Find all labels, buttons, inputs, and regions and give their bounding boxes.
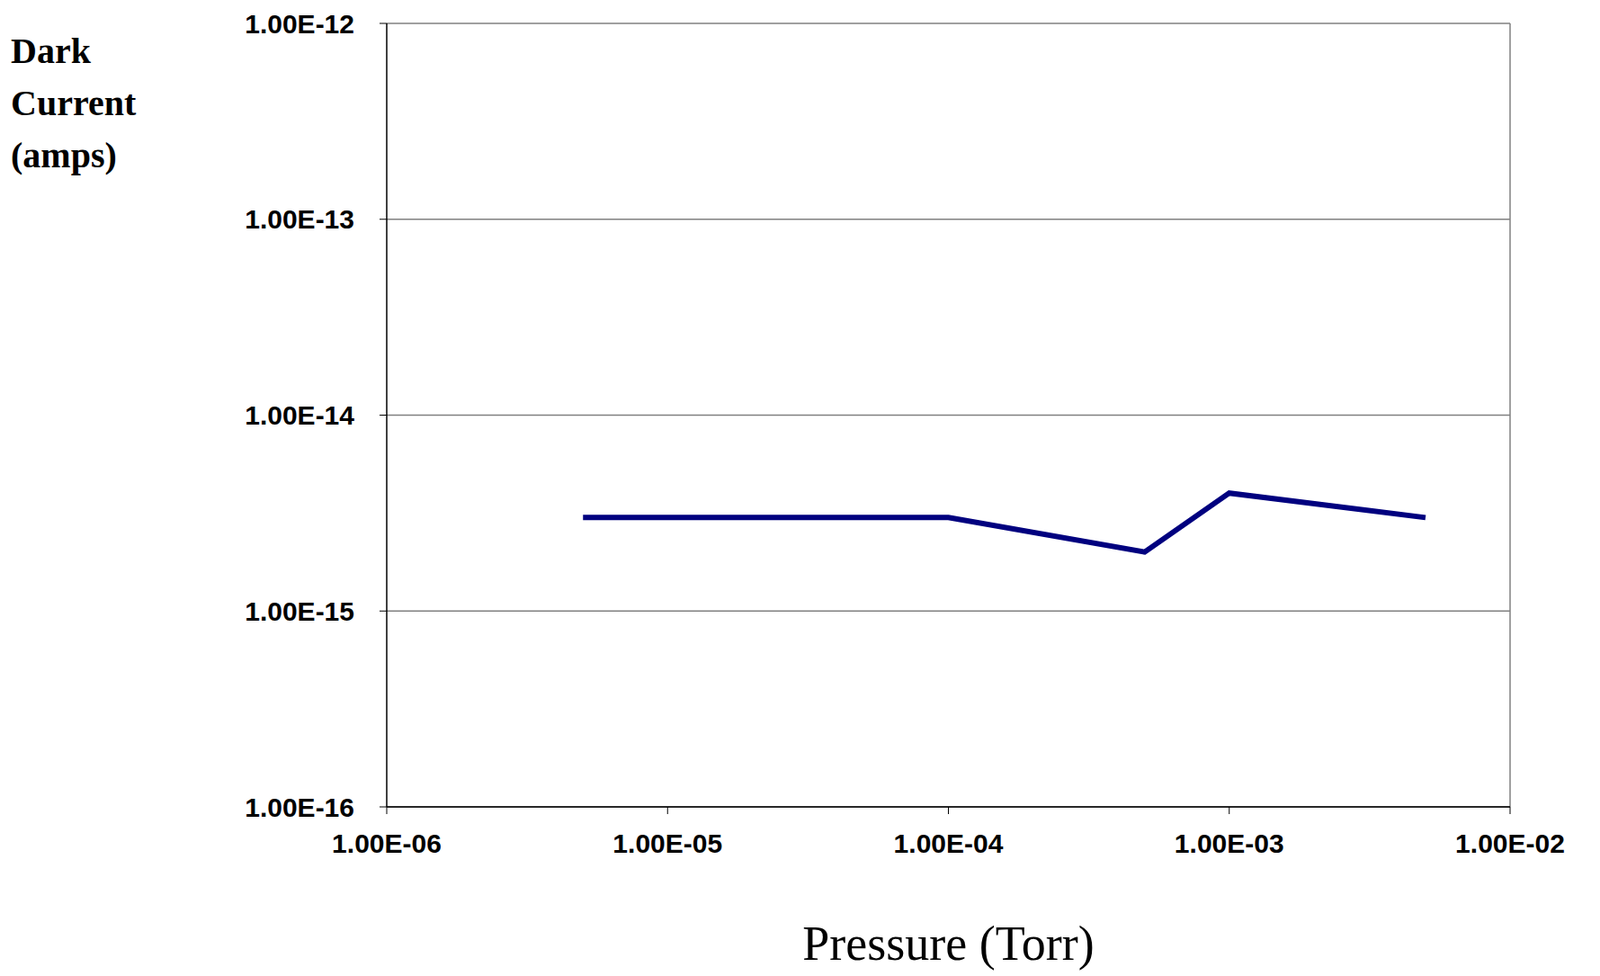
html-text:Dark: Dark [10, 30, 91, 72]
svg-text:1.00E-14: 1.00E-14 [244, 400, 355, 430]
svg-text:1.00E-02: 1.00E-02 [1455, 828, 1565, 859]
svg-text:1.00E-04: 1.00E-04 [893, 828, 1004, 859]
svg-text:1.00E-16: 1.00E-16 [244, 792, 355, 823]
svg-text:1.00E-12: 1.00E-12 [244, 8, 355, 39]
svg-text:1.00E-15: 1.00E-15 [244, 596, 355, 626]
svg-text:1.00E-06: 1.00E-06 [331, 828, 442, 859]
svg-text:1.00E-05: 1.00E-05 [612, 828, 723, 859]
svg-text:1.00E-13: 1.00E-13 [244, 204, 355, 234]
html-text:(amps): (amps) [10, 134, 117, 176]
html-text:Current: Current [10, 82, 137, 124]
svg-text:1.00E-03: 1.00E-03 [1174, 828, 1285, 859]
svg-text:Pressure (Torr): Pressure (Torr) [802, 916, 1095, 971]
